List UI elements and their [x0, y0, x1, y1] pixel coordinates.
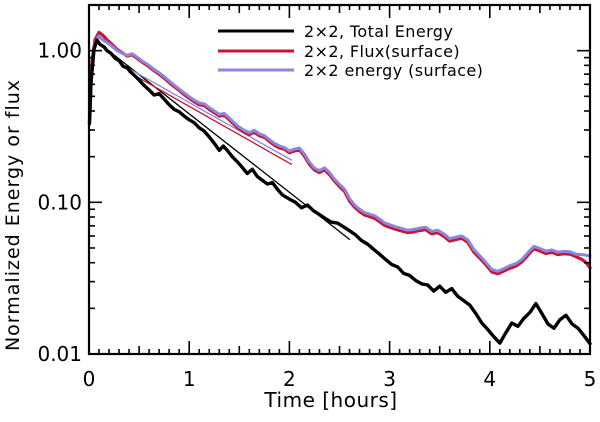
legend: 2×2, Total Energy 2×2, Flux(surface) 2×2…	[218, 22, 483, 80]
x-axis-title: Time [hours]	[263, 388, 397, 412]
series-energy-surface-fit	[128, 68, 293, 161]
x-tick-label: 2	[283, 367, 296, 391]
series-flux-surface-fit	[128, 71, 293, 165]
x-tick-label: 5	[584, 367, 597, 391]
x-tick-label: 3	[383, 367, 396, 391]
series-2-2-energy-surface	[88, 34, 592, 273]
legend-label-energy-surface: 2×2 energy (surface)	[304, 61, 483, 80]
y-axis-title: Normalized Energy or flux	[2, 79, 24, 351]
series-curves	[87, 30, 592, 346]
legend-label-flux-surface: 2×2, Flux(surface)	[304, 42, 460, 61]
y-tick-label: 0.10	[37, 190, 82, 214]
y-tick-label: 0.01	[37, 342, 82, 366]
y-tick-label: 1.00	[37, 39, 82, 63]
series-2-2-total-energy	[87, 38, 592, 346]
x-tick-label: 4	[483, 367, 496, 391]
tick-labels: 0 1 2 3 4 5 1.00 0.10 0.01	[37, 39, 596, 391]
x-tick-label: 1	[183, 367, 196, 391]
x-tick-label: 0	[83, 367, 96, 391]
legend-label-total-energy: 2×2, Total Energy	[304, 22, 453, 41]
axis-ticks	[88, 4, 591, 355]
